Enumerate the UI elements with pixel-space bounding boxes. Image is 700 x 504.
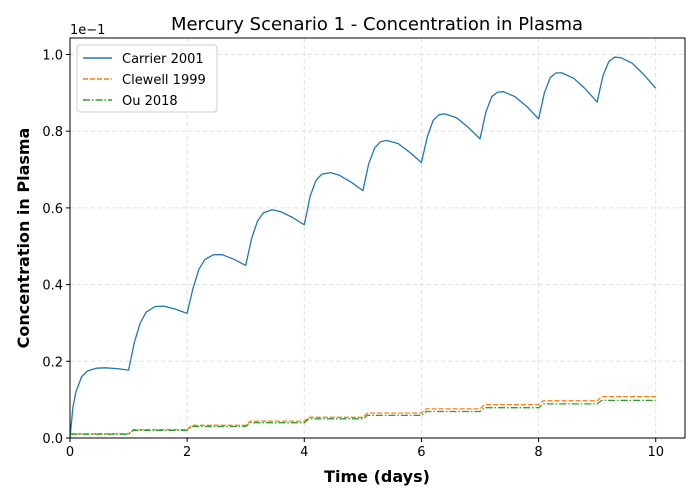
y-tick-label: 0.2 [42,355,63,370]
y-tick-label: 1.0 [42,48,63,63]
series-line-ou-2018 [70,399,656,435]
plot-frame [69,37,686,439]
x-tick-label: 10 [647,445,664,460]
x-tick-label: 0 [66,445,74,460]
ticks: 0 2 4 6 8 10 0.0 0.2 0.4 0.6 0.8 1.0 [42,48,664,460]
x-tick-label: 4 [300,445,308,460]
legend-label-carrier: Carrier 2001 [122,52,204,67]
legend: Carrier 2001 Clewell 1999 Ou 2018 [76,44,218,113]
x-axis-label: Time (days) [324,467,430,486]
y-axis-label: Concentration in Plasma [14,128,33,349]
series-line-clewell-1999 [70,395,656,435]
legend-box [76,44,218,113]
x-tick-label: 2 [183,445,191,460]
x-tick-label: 8 [534,445,542,460]
legend-label-ou: Ou 2018 [122,94,178,109]
series-line-carrier-2001 [69,56,657,439]
x-tick-label: 6 [417,445,425,460]
y-tick-label: 0.0 [42,432,63,447]
y-offset-label: 1e−1 [70,23,105,38]
y-tick-label: 0.8 [42,125,63,140]
chart-title: Mercury Scenario 1 - Concentration in Pl… [171,14,583,35]
legend-label-clewell: Clewell 1999 [122,73,206,88]
y-tick-label: 0.6 [42,202,63,217]
y-tick-label: 0.4 [42,279,63,294]
series-group [69,56,657,439]
